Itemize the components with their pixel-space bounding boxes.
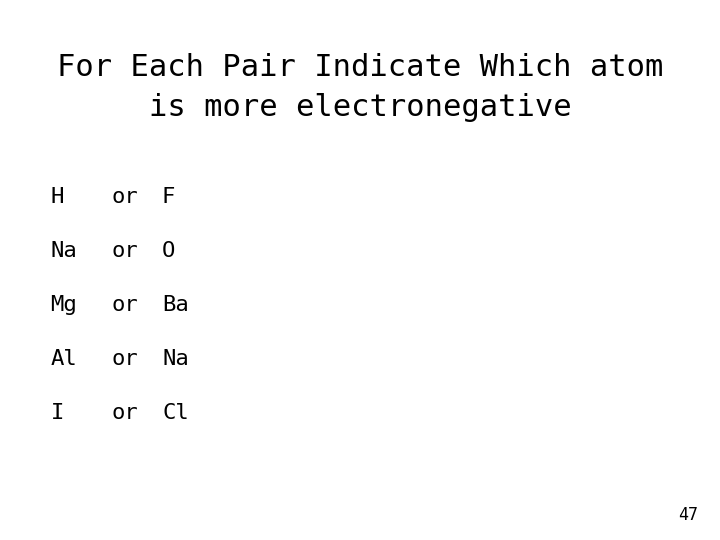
Text: Al: Al: [50, 349, 77, 369]
Text: or: or: [112, 187, 138, 207]
Text: O: O: [162, 241, 176, 261]
Text: or: or: [112, 241, 138, 261]
Text: or: or: [112, 349, 138, 369]
Text: is more electronegative: is more electronegative: [149, 93, 571, 123]
Text: Ba: Ba: [162, 295, 189, 315]
Text: or: or: [112, 403, 138, 423]
Text: Cl: Cl: [162, 403, 189, 423]
Text: I: I: [50, 403, 64, 423]
Text: Na: Na: [50, 241, 77, 261]
Text: Na: Na: [162, 349, 189, 369]
Text: For Each Pair Indicate Which atom: For Each Pair Indicate Which atom: [57, 53, 663, 82]
Text: H: H: [50, 187, 64, 207]
Text: F: F: [162, 187, 176, 207]
Text: or: or: [112, 295, 138, 315]
Text: 47: 47: [678, 506, 698, 524]
Text: Mg: Mg: [50, 295, 77, 315]
